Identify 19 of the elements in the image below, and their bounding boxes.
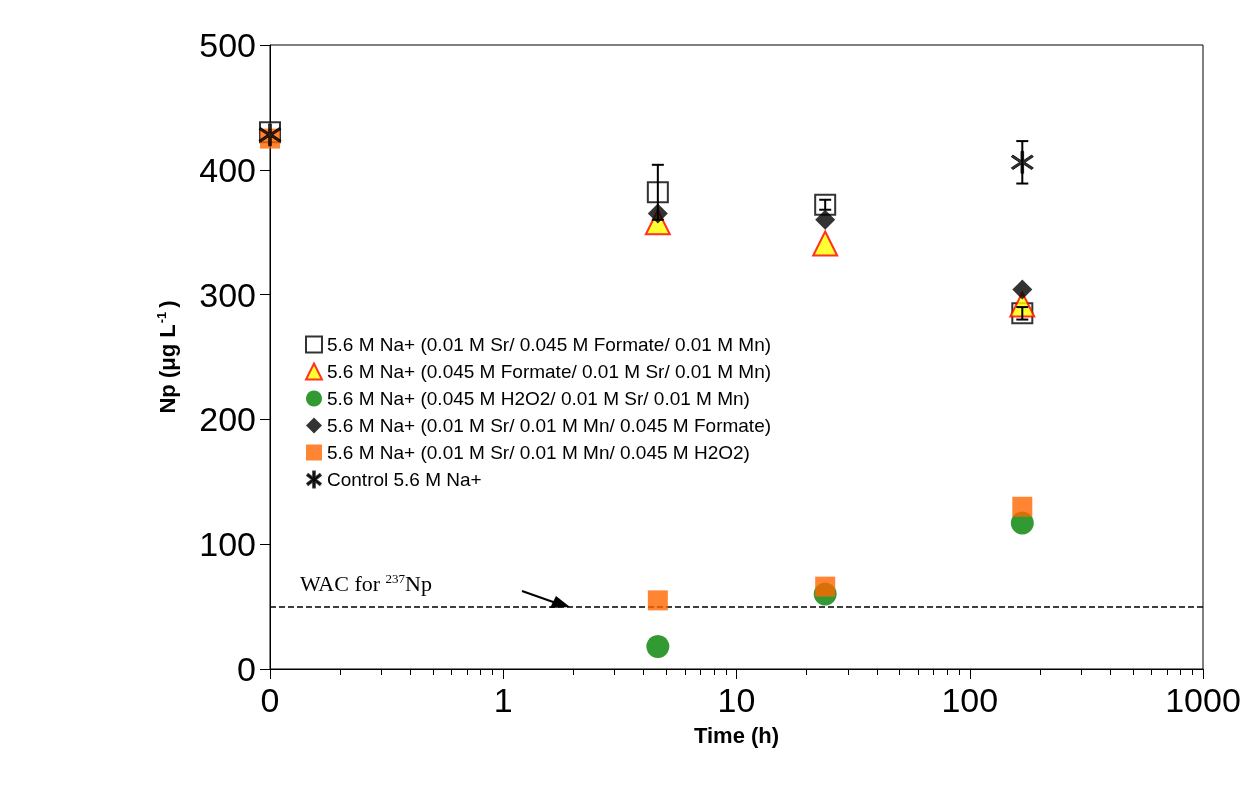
y-tick-label: 500 bbox=[199, 26, 256, 64]
y-tick-label: 400 bbox=[199, 150, 256, 189]
x-tick-label: 100 bbox=[941, 681, 999, 719]
legend-label: 5.6 M Na+ (0.01 M Sr/ 0.01 M Mn/ 0.045 M H2O2) bbox=[327, 442, 750, 463]
y-tick-label: 200 bbox=[199, 400, 256, 439]
y-axis-title: Np (μg L-1) bbox=[154, 300, 180, 414]
x-tick-label: 1 bbox=[493, 681, 513, 719]
x-tick-label: 10 bbox=[717, 681, 756, 719]
legend-label: 5.6 M Na+ (0.045 M H2O2/ 0.01 M Sr/ 0.01 M Mn) bbox=[327, 388, 750, 409]
legend-label: 5.6 M Na+ (0.045 M Formate/ 0.01 M Sr/ 0.01 M Mn) bbox=[327, 361, 772, 382]
x-axis-title: Time (h) bbox=[693, 722, 780, 748]
legend-label: Control 5.6 M Na+ bbox=[327, 469, 482, 490]
x-tick-label: 0 bbox=[260, 681, 280, 719]
y-tick-label: 100 bbox=[199, 525, 256, 564]
y-tick-label: 300 bbox=[199, 275, 256, 314]
legend-label: 5.6 M Na+ (0.01 M Sr/ 0.045 M Formate/ 0.01 M Mn) bbox=[327, 334, 772, 355]
y-tick-label: 0 bbox=[237, 650, 256, 688]
x-tick-label: 1000 bbox=[1165, 681, 1241, 719]
legend-label: 5.6 M Na+ (0.01 M Sr/ 0.01 M Mn/ 0.045 M Formate) bbox=[327, 415, 772, 436]
